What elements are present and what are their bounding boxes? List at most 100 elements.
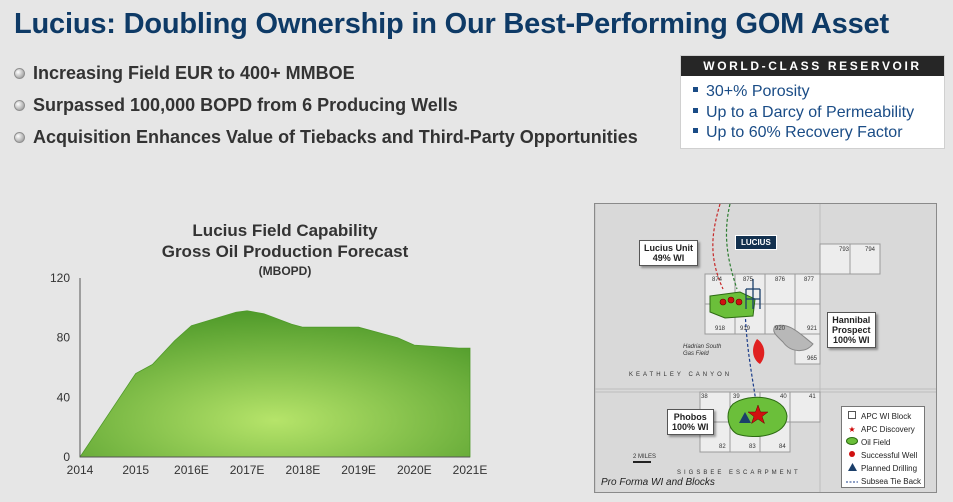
y-tick-label: 40 [57,390,71,404]
hadrian-gas-field [753,339,765,364]
chart-title: Lucius Field Capability [192,221,378,240]
square-bullet-icon [693,87,698,93]
block-label: 794 [865,247,876,253]
bullet-text: Increasing Field EUR to 400+ MMBOE [33,63,355,83]
tie-back-line-icon [846,475,858,488]
x-tick-label: 2020E [397,463,432,477]
discovery-star-icon [747,404,769,425]
reservoir-item-text: Up to 60% Recovery Factor [706,124,903,141]
y-tick-label: 120 [50,271,70,285]
bullet-text: Acquisition Enhances Value of Tiebacks a… [33,127,638,147]
bullet-dot-icon [14,132,25,143]
x-tick-label: 2014 [67,463,94,477]
successful-well-icon [735,298,743,306]
chart-unit: (MBOPD) [258,264,312,278]
x-tick-label: 2018E [286,463,321,477]
page-title: Lucius: Doubling Ownership in Our Best-P… [14,8,889,40]
reservoir-item: Up to 60% Recovery Factor [693,123,944,144]
callout-wi: 100% WI [672,422,709,432]
y-tick-label: 80 [57,331,71,345]
planned-drilling-icon [739,412,751,423]
map-drawing [595,204,936,492]
legend-row: APC WI Block [846,410,920,423]
lease-map: 793 794 874 875 876 877 918 919 920 921 … [594,203,937,493]
reservoir-item: Up to a Darcy of Permeability [693,103,944,124]
legend-label: Planned Drilling [861,464,918,473]
bullet-item: Acquisition Enhances Value of Tiebacks a… [14,124,638,156]
block-square-icon [846,410,858,423]
reservoir-box: WORLD-CLASS RESERVOIR 30+% Porosity Up t… [680,55,945,149]
successful-well-icon [846,449,858,462]
block-label: 38 [701,394,708,400]
block-label: 877 [804,277,815,283]
callout-name: Prospect [832,325,871,335]
legend-label: Successful Well [861,451,918,460]
hadrian-label: Gas Field [683,351,709,357]
reservoir-list: 30+% Porosity Up to a Darcy of Permeabil… [681,82,944,144]
keathley-canyon-label: KEATHLEY CANYON [629,372,733,378]
x-tick-label: 2015 [122,463,149,477]
callout-wi: 100% WI [833,335,870,345]
reservoir-item-text: Up to a Darcy of Permeability [706,103,915,121]
lucius-tag: LUCIUS [735,235,777,250]
pipeline-green [725,204,738,290]
lucius-unit-callout: Lucius Unit 49% WI [639,240,698,266]
x-tick-label: 2019E [341,463,376,477]
scale-label: 2 MILES [633,454,657,460]
hadrian-label: Hadrian South [683,344,722,350]
bullet-item: Surpassed 100,000 BOPD from 6 Producing … [14,92,638,124]
x-tick-label: 2021E [453,463,488,477]
legend-row: Successful Well [846,449,920,462]
block-label: 875 [743,277,754,283]
map-legend: APC WI Block ★ APC Discovery Oil Field Su… [841,406,925,488]
lucius-oil-field [709,291,756,319]
bullet-list: Increasing Field EUR to 400+ MMBOE Surpa… [14,60,638,156]
bullet-dot-icon [14,100,25,111]
block-label: 918 [715,326,726,332]
bullet-dot-icon [14,68,25,79]
planned-drilling-icon [846,462,858,475]
sigsbee-label: SIGSBEE ESCARPMENT [677,470,801,476]
legend-label: APC WI Block [861,412,912,421]
chart-subtitle: Gross Oil Production Forecast [161,242,409,261]
reservoir-header: WORLD-CLASS RESERVOIR [681,56,944,76]
block-label: 965 [807,356,818,362]
callout-wi: 49% WI [652,253,685,263]
reservoir-item: 30+% Porosity [693,82,944,103]
reservoir-item-text: 30+% Porosity [706,83,810,100]
block-label: 919 [740,326,751,332]
block-label: 83 [749,444,756,450]
x-tick-label: 2017E [230,463,265,477]
legend-row: Oil Field [846,436,920,449]
square-bullet-icon [693,128,698,134]
legend-row: Subsea Tie Back [846,475,922,488]
block-label: 40 [780,394,787,400]
block-label: 876 [775,277,786,283]
discovery-star-icon: ★ [848,425,856,434]
successful-well-icon [727,296,735,304]
callout-name: Hannibal [832,315,871,325]
block-label: 82 [719,444,726,450]
hannibal-callout: Hannibal Prospect 100% WI [827,312,876,348]
lucius-spar-icon [745,279,761,309]
hannibal-prospect-shape [773,324,814,351]
production-area [79,310,471,458]
block-label: 84 [779,444,786,450]
callout-name: Phobos [673,412,707,422]
block-label: 41 [809,394,816,400]
pro-forma-caption: Pro Forma WI and Blocks [601,477,715,488]
square-bullet-icon [693,107,698,113]
pipeline-red [712,204,724,290]
legend-label: APC Discovery [861,425,915,434]
legend-label: Oil Field [861,438,891,447]
block-label: 39 [733,394,740,400]
callout-name: Lucius Unit [644,243,693,253]
bullet-item: Increasing Field EUR to 400+ MMBOE [14,60,638,92]
production-chart: 0 40 80 120 2014 2015 2016E 2017E 2018E 2019E 202… [50,271,488,477]
block-label: 920 [775,326,786,332]
bullet-text: Surpassed 100,000 BOPD from 6 Producing … [33,95,458,115]
legend-label: Subsea Tie Back [861,477,922,486]
oil-field-icon [846,436,858,449]
successful-well-icon [719,298,727,306]
block-label: 874 [712,277,723,283]
